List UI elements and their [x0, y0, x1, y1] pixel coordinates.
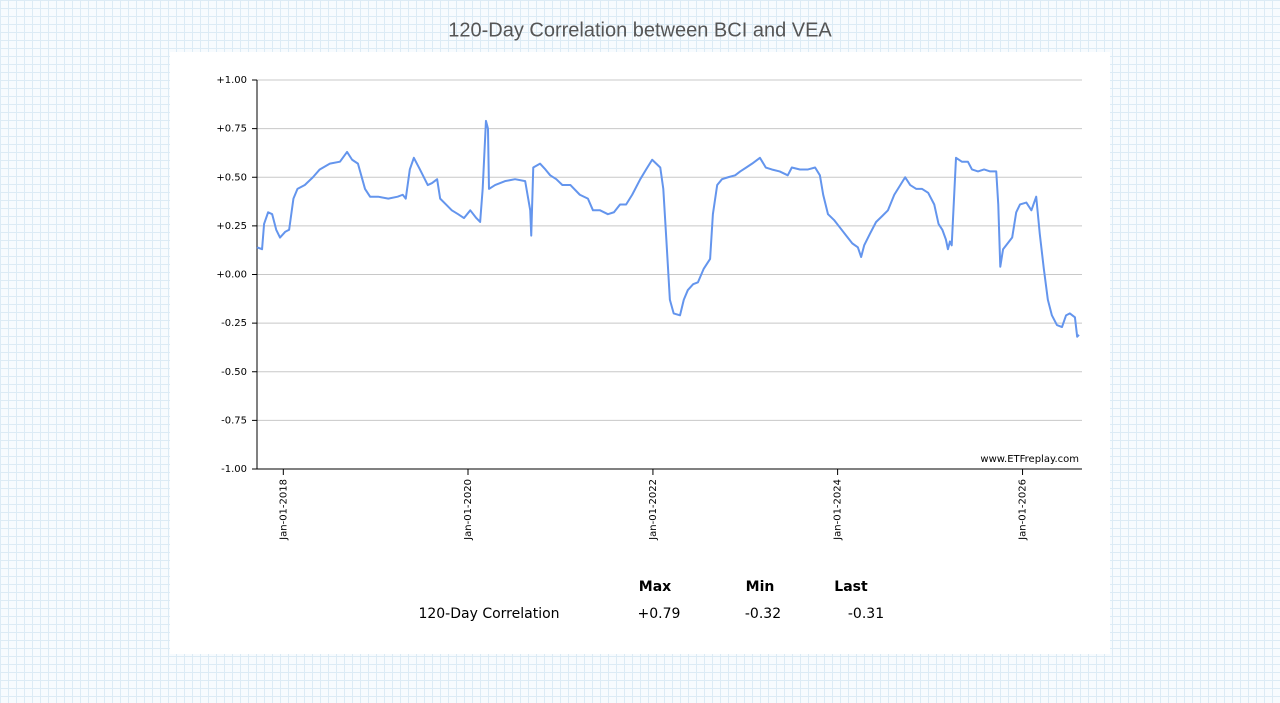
x-tick-label: Jan-01-2020: [463, 479, 474, 541]
stat-header: Last: [834, 579, 868, 595]
stat-row-label: 120-Day Correlation: [418, 606, 559, 622]
stat-value: -0.32: [745, 606, 781, 622]
y-tick-label: +0.50: [216, 172, 247, 183]
y-tick-label: -0.50: [221, 367, 247, 378]
x-tick-label: Jan-01-2018: [278, 479, 289, 541]
line-series: [256, 119, 1080, 338]
chart-panel: [170, 52, 1110, 654]
x-tick-label: Jan-01-2022: [648, 479, 659, 541]
stat-value: +0.79: [638, 606, 681, 622]
y-tick-label: +1.00: [216, 75, 247, 86]
y-tick-label: +0.75: [216, 124, 247, 135]
y-tick-label: -1.00: [221, 464, 247, 475]
y-tick-label: -0.25: [221, 318, 247, 329]
watermark: www.ETFreplay.com: [980, 454, 1079, 465]
chart-title: 120-Day Correlation between BCI and VEA: [448, 19, 832, 41]
y-tick-label: +0.25: [216, 221, 247, 232]
stat-value: -0.31: [848, 606, 884, 622]
stat-header: Max: [639, 579, 671, 595]
x-tick-label: Jan-01-2024: [833, 479, 844, 541]
stat-header: Min: [746, 579, 775, 595]
y-tick-label: +0.00: [216, 270, 247, 281]
y-tick-label: -0.75: [221, 415, 247, 426]
x-tick-label: Jan-01-2026: [1018, 479, 1029, 541]
